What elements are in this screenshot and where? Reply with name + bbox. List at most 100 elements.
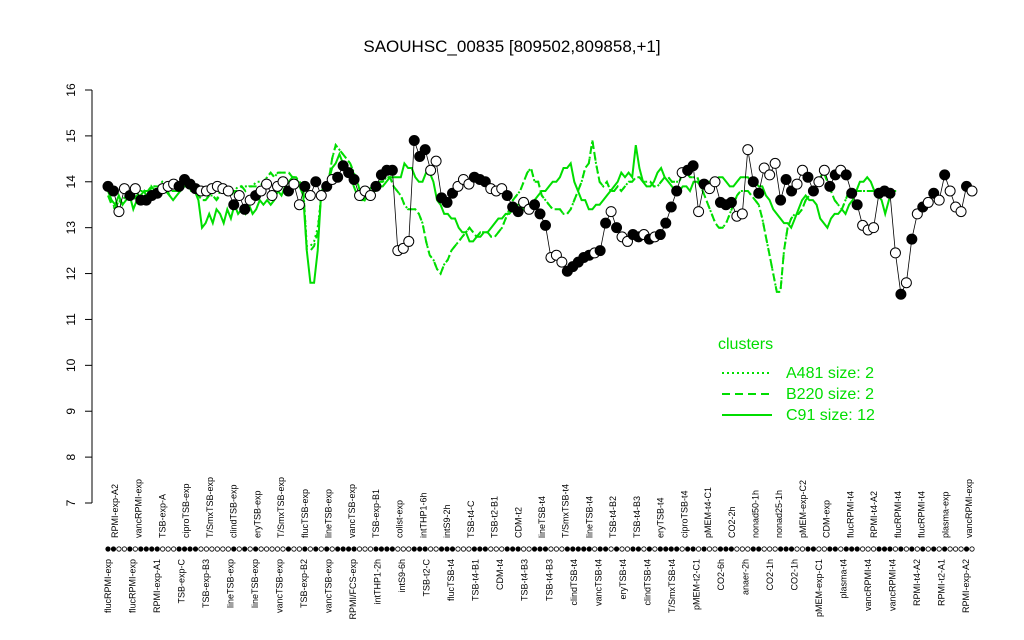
rug-mark bbox=[231, 546, 237, 552]
rug-mark bbox=[154, 546, 160, 552]
rug-mark bbox=[493, 546, 499, 552]
data-point bbox=[288, 178, 300, 190]
x-top-label: pMEM-t4-C1 bbox=[703, 487, 713, 538]
x-bottom-label: RPMI/FCS-exp bbox=[348, 559, 358, 620]
x-bottom-label: eryTSB-t4 bbox=[618, 559, 628, 600]
rug-mark bbox=[646, 546, 652, 552]
data-point bbox=[129, 183, 141, 195]
rug-mark bbox=[778, 546, 784, 552]
x-bottom-label: vancTSB-t4 bbox=[593, 559, 603, 606]
rug-mark bbox=[438, 546, 445, 552]
x-bottom-label: RPMI-t4-A2 bbox=[912, 559, 922, 606]
rug-mark bbox=[165, 546, 171, 552]
x-bottom-label: anaer-2h bbox=[740, 559, 750, 595]
rug-mark bbox=[679, 546, 685, 552]
data-point bbox=[884, 187, 896, 199]
rug-mark bbox=[187, 546, 193, 552]
data-point bbox=[933, 194, 945, 206]
data-point bbox=[660, 217, 672, 229]
rug-mark bbox=[969, 546, 975, 552]
data-point bbox=[780, 173, 792, 185]
data-point bbox=[419, 144, 431, 156]
rug-mark bbox=[641, 546, 647, 552]
rug-mark bbox=[346, 546, 352, 552]
rug-mark bbox=[433, 546, 439, 552]
rug-mark bbox=[302, 546, 308, 552]
data-point bbox=[671, 185, 683, 197]
rug-mark bbox=[849, 546, 855, 552]
rug-mark bbox=[411, 546, 417, 552]
data-point bbox=[403, 235, 415, 247]
data-point bbox=[512, 206, 524, 218]
legend-entry: C91 size: 12 bbox=[786, 407, 875, 424]
data-point bbox=[277, 176, 289, 188]
rug-mark bbox=[887, 546, 893, 552]
x-bottom-label: TSB-t2-C bbox=[422, 559, 432, 597]
x-bottom-label: TSB-t4-B1 bbox=[471, 559, 481, 601]
y-tick-label: 13 bbox=[64, 221, 78, 235]
data-point bbox=[605, 206, 617, 218]
x-bottom-label: CO2-1h bbox=[765, 559, 775, 591]
rug-mark bbox=[110, 546, 117, 552]
data-point bbox=[441, 196, 453, 208]
rug-mark bbox=[619, 546, 625, 552]
rug-mark bbox=[477, 546, 483, 552]
data-point bbox=[594, 245, 606, 257]
x-bottom-label: vancRPMI-t4 bbox=[887, 559, 897, 611]
data-point bbox=[725, 196, 737, 208]
x-top-label: CDM-exp bbox=[822, 500, 832, 538]
rug-mark bbox=[318, 546, 324, 552]
x-bottom-label: vancRPMI-t4 bbox=[863, 559, 873, 611]
rug-mark bbox=[663, 546, 669, 552]
x-top-label: vancRPMI-exp bbox=[964, 479, 974, 538]
rug-mark bbox=[537, 546, 543, 552]
x-top-label: ciproTSB-t4 bbox=[679, 490, 689, 538]
rug-mark bbox=[843, 546, 849, 552]
y-tick-label: 11 bbox=[64, 313, 78, 326]
rug-mark bbox=[296, 546, 302, 552]
rug-mark bbox=[510, 546, 516, 552]
x-bottom-label: RPMI-t2-A1 bbox=[936, 559, 946, 606]
rug-mark bbox=[695, 546, 702, 552]
rug-mark bbox=[892, 546, 899, 552]
data-point bbox=[425, 164, 437, 176]
x-bottom-label: lineTSB-exp bbox=[226, 559, 236, 608]
y-tick-label: 9 bbox=[64, 408, 78, 415]
data-point bbox=[807, 185, 819, 197]
rug-mark bbox=[909, 546, 915, 552]
rug-mark bbox=[963, 546, 970, 552]
rug-mark bbox=[767, 546, 773, 552]
series-lines bbox=[107, 140, 897, 293]
y-tick-label: 10 bbox=[64, 358, 78, 372]
rug-mark bbox=[706, 546, 713, 552]
data-point bbox=[293, 199, 305, 211]
x-bottom-label: TSB-exp-B3 bbox=[201, 559, 211, 608]
rug-mark bbox=[788, 546, 795, 552]
rug-mark bbox=[936, 546, 942, 552]
data-point bbox=[840, 169, 852, 181]
rug-mark bbox=[214, 546, 220, 552]
rug-mark bbox=[455, 546, 461, 552]
y-tick-label: 15 bbox=[64, 129, 78, 143]
rug-mark bbox=[750, 546, 756, 552]
rug-mark bbox=[914, 546, 920, 552]
rug-mark bbox=[586, 546, 592, 552]
x-top-label: T/SmxTSB-t4 bbox=[561, 484, 571, 538]
rug-mark bbox=[482, 546, 488, 552]
data-point bbox=[113, 206, 125, 218]
x-top-label: nonad50-1h bbox=[751, 490, 761, 538]
rug-mark bbox=[285, 546, 292, 552]
rug-mark bbox=[624, 546, 631, 552]
data-point bbox=[386, 164, 398, 176]
rug-mark bbox=[422, 546, 428, 552]
x-top-label: colist-exp bbox=[395, 500, 405, 538]
rug-mark bbox=[690, 546, 696, 552]
rug-mark bbox=[362, 546, 368, 552]
rug-mark bbox=[734, 546, 740, 552]
data-point bbox=[534, 208, 546, 220]
data-point bbox=[332, 171, 344, 183]
x-bottom-label: TSB-exp-B2 bbox=[299, 559, 309, 608]
data-point bbox=[539, 219, 551, 231]
rug-mark bbox=[854, 546, 860, 552]
